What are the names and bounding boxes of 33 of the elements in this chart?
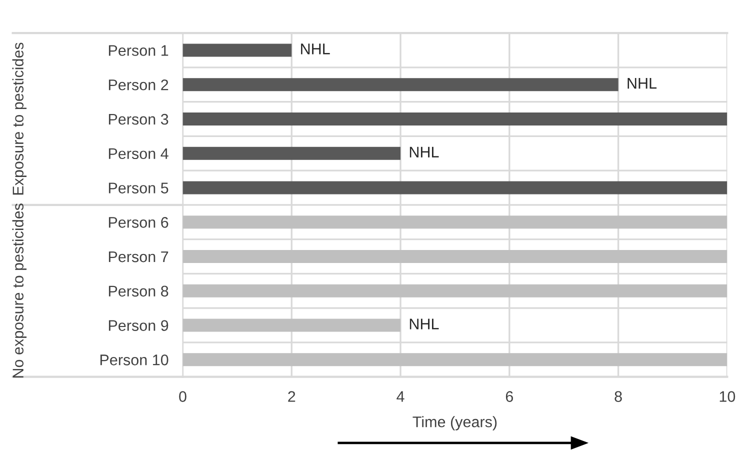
x-tick-label: 6	[506, 391, 513, 402]
annotation: NHL	[628, 78, 657, 89]
x-tick-label: 8	[614, 391, 622, 402]
y-tick-label: Person 4	[108, 148, 168, 160]
bar	[182, 146, 401, 160]
y-tick-label: Person 7	[108, 252, 168, 262]
bar	[182, 216, 728, 229]
y-tick-label: Person 6	[108, 217, 168, 228]
text: Exposure to pesticides	[12, 42, 27, 195]
text: No exposure to pesticides	[12, 204, 27, 378]
y-tick-label: Person 9	[108, 320, 168, 331]
annotation: NHL	[301, 44, 330, 54]
y-tick-label: Person 5	[108, 182, 168, 194]
bar	[182, 284, 728, 298]
y-tick-label: Person 3	[108, 114, 168, 125]
x-tick-label: 2	[288, 391, 296, 402]
y-tick-label: Person 1	[108, 45, 168, 56]
bar	[182, 44, 292, 57]
y-tick-label: Person 2	[108, 79, 168, 90]
x-tick-label: 10	[720, 391, 736, 402]
annotation: NHL	[410, 318, 439, 330]
bar	[182, 353, 728, 366]
y-tick-label: Person 8	[108, 286, 168, 297]
x-axis-title: Time (years)	[412, 416, 497, 430]
x-tick-label: 4	[396, 391, 404, 402]
bar	[182, 181, 728, 194]
x-tick-label: 0	[179, 391, 186, 402]
y-tick-label: Person 10	[100, 354, 168, 366]
bar	[182, 250, 728, 264]
annotation: NHL	[410, 146, 439, 158]
bar	[182, 318, 401, 332]
bar	[182, 112, 728, 126]
bar	[182, 78, 618, 92]
